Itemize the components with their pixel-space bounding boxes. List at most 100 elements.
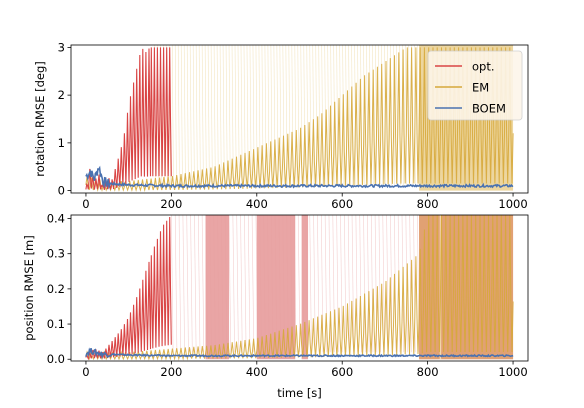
em-band-spike: [270, 45, 273, 186]
boem-line: [85, 165, 514, 190]
y-axis-label: rotation RMSE [deg]: [33, 61, 47, 177]
plot-area: [85, 215, 514, 361]
em-band-spike: [225, 45, 228, 186]
em-band-spike: [171, 45, 174, 186]
opt-band-spike: [251, 215, 255, 353]
em-band-spike: [318, 45, 321, 186]
em-band-spike: [216, 45, 219, 186]
x-tick-label: 400: [246, 197, 268, 211]
y-tick-label: 3: [58, 40, 65, 54]
opt-band-spike: [221, 215, 224, 353]
em-band-spike: [222, 45, 225, 186]
opt-band-spike: [244, 215, 247, 353]
opt-band-spike: [197, 215, 201, 353]
em-band-spike: [297, 45, 300, 186]
opt-band-spike: [297, 215, 301, 353]
opt-band-spike: [328, 215, 331, 353]
opt-band-spike: [278, 215, 282, 353]
opt-band-spike: [363, 215, 366, 353]
em-band-spike: [294, 45, 297, 186]
em-band-spike: [174, 45, 177, 186]
legend-label: opt.: [472, 60, 495, 74]
em-band-spike: [246, 45, 249, 186]
x-axis-label: time [s]: [277, 386, 322, 400]
opt-band-spike: [267, 215, 270, 353]
em-band-spike: [204, 45, 207, 186]
opt-band-spike: [190, 215, 193, 353]
em-band-spike: [312, 45, 315, 186]
opt-band-spike: [217, 215, 220, 353]
y-tick-label: 0.0: [47, 352, 65, 366]
em-band-spike: [195, 45, 198, 186]
rotation-rmse-panel: 0 200 400 600 800 1000 0 1 2 3 rotation RMSE [deg]…: [33, 40, 529, 211]
em-band-spike: [303, 45, 306, 186]
em-band-spike: [198, 45, 201, 186]
em-band-spike: [372, 45, 375, 186]
x-tick-label: 0: [82, 365, 89, 379]
x-tick-label: 200: [160, 197, 182, 211]
em-band-spike: [324, 45, 327, 186]
opt-band-spike: [255, 215, 258, 353]
em-band-spike: [375, 45, 378, 186]
em-band-spike: [201, 45, 204, 186]
em-band-spike: [183, 45, 186, 186]
legend: opt. EM BOEM: [427, 50, 523, 121]
em-band-spike: [213, 45, 216, 186]
opt-band-spike: [171, 215, 174, 353]
y-tick-label: 0.3: [47, 247, 65, 261]
opt-band-spike: [347, 215, 351, 353]
opt-band-spike: [232, 215, 235, 353]
opt-band: [301, 215, 309, 360]
opt-band-spike: [247, 215, 251, 353]
opt-band-spike: [263, 215, 266, 353]
position-rmse-panel: 0 200 400 600 800 1000 0.0 0.1 0.2 0.3 0.4 position…: [22, 212, 529, 400]
opt-band-spike: [309, 215, 312, 353]
opt-band-spike: [213, 215, 216, 353]
legend-label: EM: [472, 81, 489, 95]
opt-band-spike: [344, 215, 347, 353]
em-band-spike: [249, 45, 252, 186]
opt-band-spike: [370, 215, 374, 353]
x-tick-label: 400: [246, 365, 268, 379]
em-band-spike: [258, 45, 261, 186]
em-band-spike: [186, 45, 189, 186]
y-tick-label: 1: [58, 136, 65, 150]
opt-band-spike: [174, 215, 178, 353]
x-tick-label: 1000: [498, 197, 527, 211]
y-tick-label: 0.1: [47, 317, 65, 331]
opt-band-spike: [201, 215, 205, 353]
opt-band-spike: [409, 215, 412, 353]
em-band-spike: [177, 45, 180, 186]
em-band-spike: [288, 45, 291, 186]
opt-band-spike: [186, 215, 189, 353]
y-tick-label: 0.4: [47, 212, 65, 226]
x-tick-label: 200: [160, 365, 182, 379]
y-tick-label: 0: [58, 184, 65, 198]
em-band-spike: [207, 45, 210, 186]
em-band-spike: [345, 45, 348, 186]
boem-line: [85, 347, 514, 360]
em-line: [85, 215, 514, 361]
opt-band-spike: [194, 215, 197, 353]
x-tick-label: 800: [417, 365, 439, 379]
opt-band-spike: [182, 215, 185, 353]
em-band-spike: [348, 45, 351, 186]
em-band-spike: [210, 45, 213, 186]
opt-band-spike: [282, 215, 285, 353]
opt-band-spike: [301, 215, 305, 353]
x-tick-label: 1000: [498, 365, 527, 379]
em-band-spike: [180, 45, 183, 186]
em-band-spike: [231, 45, 234, 186]
y-tick-label: 0.2: [47, 282, 65, 296]
opt-band-spike: [382, 215, 385, 353]
x-tick-label: 600: [331, 365, 353, 379]
opt-line: [85, 216, 172, 361]
legend-label: BOEM: [472, 102, 506, 116]
em-band-spike: [309, 45, 312, 186]
y-tick-label: 2: [58, 88, 65, 102]
em-band-spike: [378, 45, 381, 186]
em-band-spike: [237, 45, 240, 186]
em-band-spike: [189, 45, 192, 186]
opt-band-spike: [274, 215, 278, 353]
opt-band-spike: [259, 215, 262, 353]
